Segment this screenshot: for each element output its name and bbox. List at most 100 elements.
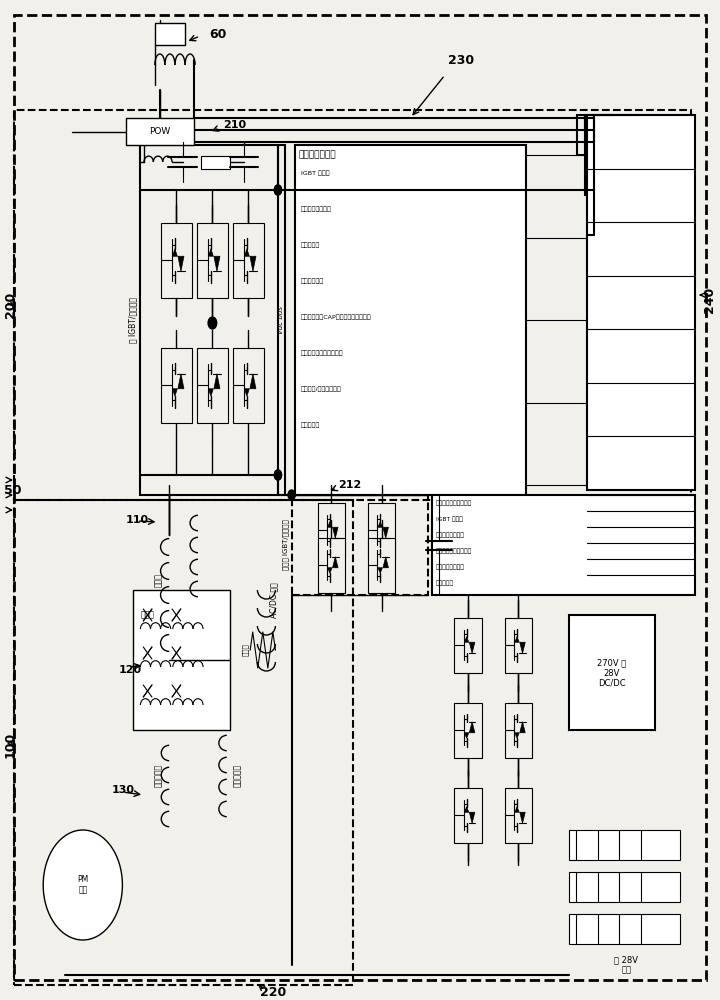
Bar <box>161 348 192 422</box>
Text: 接触器: 接触器 <box>242 644 248 656</box>
Polygon shape <box>378 522 382 527</box>
Text: 励磁机定子: 励磁机定子 <box>233 763 242 787</box>
Text: 闭环补偿；: 闭环补偿； <box>301 242 320 248</box>
Polygon shape <box>378 568 382 573</box>
Polygon shape <box>469 722 475 733</box>
Bar <box>454 618 482 673</box>
Text: 50: 50 <box>4 484 21 496</box>
Bar <box>14 110 691 500</box>
Circle shape <box>274 185 282 195</box>
Bar <box>295 145 526 495</box>
Bar <box>14 500 353 985</box>
Text: 励磁机数字控制组件；: 励磁机数字控制组件； <box>436 500 472 506</box>
Polygon shape <box>520 812 526 823</box>
Text: AC/DC 络组: AC/DC 络组 <box>269 582 278 618</box>
Bar <box>292 495 428 595</box>
Polygon shape <box>515 733 519 738</box>
Circle shape <box>274 470 282 480</box>
Bar <box>368 503 395 558</box>
Polygon shape <box>464 807 469 812</box>
Bar <box>233 223 264 298</box>
Bar <box>454 788 482 842</box>
Bar <box>197 223 228 298</box>
Polygon shape <box>515 637 519 642</box>
Circle shape <box>274 470 282 480</box>
Polygon shape <box>383 527 389 538</box>
Bar <box>368 538 395 592</box>
Polygon shape <box>333 557 338 568</box>
Bar <box>161 223 192 298</box>
Text: 主 IGBT/二极管桥: 主 IGBT/二极管桥 <box>128 297 137 343</box>
Circle shape <box>43 830 122 940</box>
Bar <box>587 115 695 490</box>
Bar <box>140 145 285 495</box>
Text: 200: 200 <box>4 292 17 318</box>
Text: 至 28V
电池: 至 28V 电池 <box>614 955 639 974</box>
Bar <box>201 155 230 168</box>
Text: 励磁机 IGBT/二极管桥: 励磁机 IGBT/二极管桥 <box>282 520 289 570</box>
Text: 230: 230 <box>448 53 474 66</box>
Text: 240: 240 <box>703 287 716 313</box>
Bar <box>197 348 228 422</box>
Bar <box>318 538 345 592</box>
Text: 励磁机转子: 励磁机转子 <box>154 763 163 787</box>
Polygon shape <box>464 637 469 642</box>
Polygon shape <box>173 249 177 256</box>
Text: Vdc bus: Vdc bus <box>278 306 284 334</box>
Text: 130: 130 <box>112 785 135 795</box>
Polygon shape <box>464 733 469 738</box>
Polygon shape <box>173 389 177 396</box>
Bar <box>318 503 345 558</box>
Text: 270V 至
28V
DC/DC: 270V 至 28V DC/DC <box>598 658 626 688</box>
Polygon shape <box>515 807 519 812</box>
Text: 100: 100 <box>4 732 17 758</box>
Text: 212: 212 <box>338 480 361 490</box>
Polygon shape <box>469 812 475 823</box>
Polygon shape <box>328 568 332 573</box>
Polygon shape <box>245 249 249 256</box>
Polygon shape <box>328 522 332 527</box>
Text: 保护和位。: 保护和位。 <box>301 422 320 428</box>
Bar <box>505 702 532 758</box>
Bar <box>505 618 532 673</box>
Text: 转子位置/速度观察器；: 转子位置/速度观察器； <box>301 386 342 392</box>
Text: 110: 110 <box>126 515 149 525</box>
Text: 60: 60 <box>209 28 226 41</box>
Bar <box>126 118 194 145</box>
Text: POW: POW <box>149 127 171 136</box>
Bar <box>569 830 680 860</box>
Text: 自磁场前馈控制；: 自磁场前馈控制； <box>436 564 464 570</box>
Bar <box>454 702 482 758</box>
Text: IGBT 滤波；: IGBT 滤波； <box>301 170 330 176</box>
Polygon shape <box>250 256 256 271</box>
Text: 220: 220 <box>261 986 287 1000</box>
Text: 电流和电压感测；: 电流和电压感测； <box>301 206 332 212</box>
Text: 保护和位。: 保护和位。 <box>436 580 454 586</box>
Bar <box>569 615 655 730</box>
Text: 主数字控制组件: 主数字控制组件 <box>299 150 336 159</box>
Bar <box>505 788 532 842</box>
Bar <box>155 23 185 45</box>
Polygon shape <box>214 374 220 389</box>
Polygon shape <box>383 557 389 568</box>
Bar <box>569 872 680 902</box>
Text: 主定子: 主定子 <box>154 573 163 587</box>
Circle shape <box>288 490 295 500</box>
Polygon shape <box>520 642 526 653</box>
Circle shape <box>208 317 217 329</box>
Bar <box>233 348 264 422</box>
Bar <box>133 590 230 730</box>
Polygon shape <box>520 722 526 733</box>
Text: PM
转子: PM 转子 <box>77 875 89 895</box>
Polygon shape <box>333 527 338 538</box>
Text: 主转子: 主转子 <box>140 610 154 619</box>
Polygon shape <box>250 374 256 389</box>
Polygon shape <box>209 249 213 256</box>
Polygon shape <box>214 256 220 271</box>
Text: 充电接触器（CAP）充电接触器控制；: 充电接触器（CAP）充电接触器控制； <box>301 314 372 320</box>
Polygon shape <box>178 256 184 271</box>
Polygon shape <box>209 389 213 396</box>
Bar <box>432 495 695 595</box>
Text: 210: 210 <box>223 120 246 130</box>
Text: 120: 120 <box>119 665 142 675</box>
